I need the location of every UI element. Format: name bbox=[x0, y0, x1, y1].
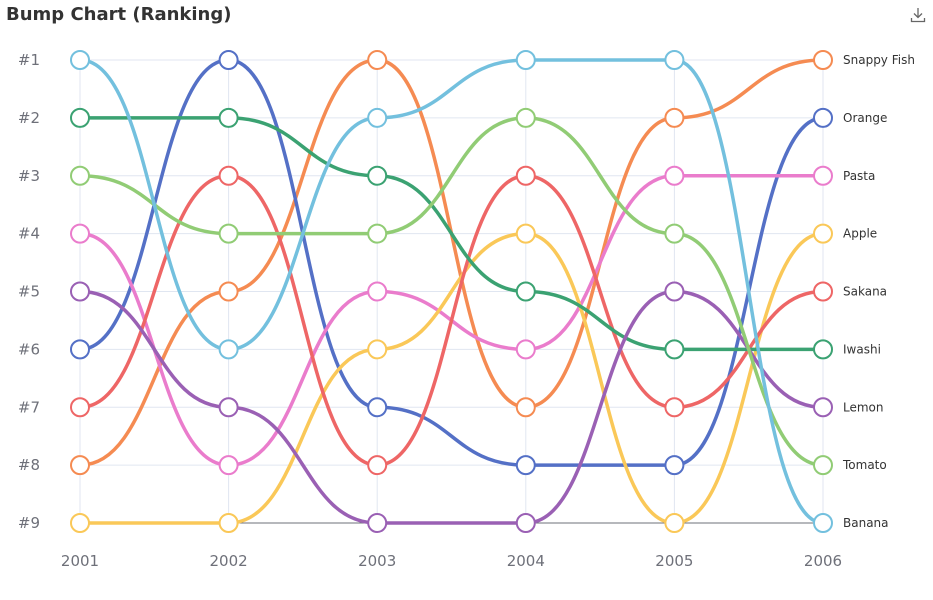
data-point[interactable] bbox=[218, 107, 239, 128]
data-point[interactable] bbox=[218, 50, 239, 70]
series-end-label: Sakana bbox=[843, 285, 887, 299]
series-end-label: Pasta bbox=[843, 169, 875, 183]
data-point[interactable] bbox=[218, 281, 239, 302]
chart-title: Bump Chart (Ranking) bbox=[6, 4, 232, 25]
x-tick-label: 2006 bbox=[804, 552, 842, 570]
data-point[interactable] bbox=[664, 455, 685, 476]
y-tick-label: #3 bbox=[18, 167, 40, 185]
series-end-label: Snappy Fish bbox=[843, 53, 915, 67]
data-point[interactable] bbox=[813, 107, 833, 128]
data-point[interactable] bbox=[664, 513, 685, 533]
x-tick-label: 2001 bbox=[61, 552, 99, 570]
data-point[interactable] bbox=[367, 281, 388, 302]
data-point[interactable] bbox=[218, 455, 239, 476]
data-point[interactable] bbox=[70, 455, 90, 476]
series-end-label: Orange bbox=[843, 111, 887, 125]
y-tick-label: #7 bbox=[18, 398, 40, 416]
data-point[interactable] bbox=[664, 397, 685, 418]
data-point[interactable] bbox=[813, 455, 833, 476]
series-end-label: Tomato bbox=[842, 458, 887, 472]
y-tick-label: #6 bbox=[18, 340, 40, 358]
data-point[interactable] bbox=[367, 223, 388, 244]
data-point[interactable] bbox=[70, 397, 90, 418]
data-point[interactable] bbox=[813, 50, 833, 70]
data-point[interactable] bbox=[813, 223, 833, 244]
x-tick-label: 2002 bbox=[210, 552, 248, 570]
data-point[interactable] bbox=[813, 165, 833, 186]
data-point[interactable] bbox=[813, 397, 833, 418]
series-end-label: Iwashi bbox=[843, 342, 881, 356]
series-end-label: Lemon bbox=[843, 400, 884, 414]
data-point[interactable] bbox=[664, 107, 685, 128]
data-point[interactable] bbox=[218, 513, 239, 533]
data-point[interactable] bbox=[515, 107, 536, 128]
data-point[interactable] bbox=[515, 223, 536, 244]
data-point[interactable] bbox=[813, 513, 833, 533]
x-axis: 2001 2002 2003 2004 2005 2006 bbox=[61, 552, 842, 570]
data-point[interactable] bbox=[515, 513, 536, 533]
series-line[interactable] bbox=[78, 58, 825, 467]
data-point[interactable] bbox=[664, 339, 685, 360]
y-tick-label: #8 bbox=[18, 456, 40, 474]
data-point[interactable] bbox=[218, 397, 239, 418]
data-point[interactable] bbox=[70, 165, 90, 186]
data-point[interactable] bbox=[218, 223, 239, 244]
series-points bbox=[70, 50, 833, 533]
y-tick-label: #9 bbox=[18, 514, 40, 532]
y-axis: #1 #2 #3 #4 #5 #6 #7 #8 #9 bbox=[18, 51, 40, 532]
data-point[interactable] bbox=[664, 223, 685, 244]
data-point[interactable] bbox=[70, 339, 90, 360]
x-tick-label: 2005 bbox=[655, 552, 693, 570]
data-point[interactable] bbox=[367, 455, 388, 476]
download-icon[interactable] bbox=[909, 6, 927, 24]
data-point[interactable] bbox=[515, 397, 536, 418]
data-point[interactable] bbox=[664, 165, 685, 186]
series-line[interactable] bbox=[78, 58, 825, 467]
data-point[interactable] bbox=[813, 339, 833, 360]
data-point[interactable] bbox=[367, 107, 388, 128]
data-point[interactable] bbox=[515, 339, 536, 360]
data-point[interactable] bbox=[664, 50, 685, 70]
series-line[interactable] bbox=[78, 58, 825, 525]
x-tick-label: 2003 bbox=[358, 552, 396, 570]
data-point[interactable] bbox=[70, 223, 90, 244]
data-point[interactable] bbox=[70, 513, 90, 533]
y-tick-label: #1 bbox=[18, 51, 40, 69]
series-end-label: Banana bbox=[843, 516, 889, 530]
data-point[interactable] bbox=[813, 281, 833, 302]
y-tick-label: #4 bbox=[18, 225, 40, 243]
series-line[interactable] bbox=[78, 289, 825, 525]
y-tick-label: #5 bbox=[18, 283, 40, 301]
data-point[interactable] bbox=[70, 107, 90, 128]
data-point[interactable] bbox=[218, 339, 239, 360]
data-point[interactable] bbox=[70, 50, 90, 70]
data-point[interactable] bbox=[515, 455, 536, 476]
data-point[interactable] bbox=[218, 165, 239, 186]
data-point[interactable] bbox=[367, 50, 388, 70]
data-point[interactable] bbox=[70, 281, 90, 302]
data-point[interactable] bbox=[515, 50, 536, 70]
data-point[interactable] bbox=[515, 281, 536, 302]
data-point[interactable] bbox=[367, 513, 388, 533]
data-point[interactable] bbox=[664, 281, 685, 302]
y-tick-label: #2 bbox=[18, 109, 40, 127]
data-point[interactable] bbox=[515, 165, 536, 186]
end-labels: Snappy Fish Orange Pasta Apple Sakana Iwashi L… bbox=[842, 53, 915, 530]
data-point[interactable] bbox=[367, 339, 388, 360]
series-line[interactable] bbox=[78, 231, 825, 525]
data-point[interactable] bbox=[367, 397, 388, 418]
data-point[interactable] bbox=[367, 165, 388, 186]
x-tick-label: 2004 bbox=[507, 552, 545, 570]
series-end-label: Apple bbox=[843, 227, 877, 241]
